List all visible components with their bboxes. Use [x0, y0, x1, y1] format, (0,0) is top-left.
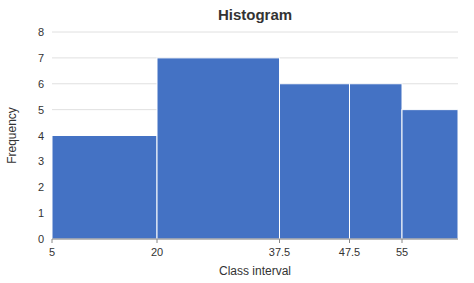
histogram-bar — [402, 110, 458, 239]
histogram-bar — [157, 58, 280, 239]
x-tick — [279, 239, 280, 243]
chart-svg: 0 1 2 3 4 5 6 7 8 5 20 37.5 47.5 55 Histogram Class int… — [0, 0, 474, 283]
y-tick-label: 3 — [38, 155, 44, 167]
x-tick-label: 37.5 — [269, 246, 290, 258]
chart-title: Histogram — [218, 6, 292, 23]
y-tick-label: 4 — [38, 130, 44, 142]
x-tick — [52, 239, 53, 243]
y-tick-label: 7 — [38, 52, 44, 64]
x-tick — [157, 239, 158, 243]
x-tick-label: 47.5 — [339, 246, 360, 258]
x-axis: 5 20 37.5 47.5 55 — [49, 239, 458, 258]
y-tick-label: 1 — [38, 207, 44, 219]
histogram-bar — [350, 84, 403, 239]
y-tick-label: 0 — [38, 233, 44, 245]
grid-line — [52, 32, 458, 33]
y-tick-label: 5 — [38, 104, 44, 116]
x-tick — [402, 239, 403, 243]
y-tick-label: 6 — [38, 78, 44, 90]
x-tick-label: 5 — [49, 246, 55, 258]
y-tick-label: 2 — [38, 181, 44, 193]
y-axis: 0 1 2 3 4 5 6 7 8 — [38, 26, 44, 245]
x-tick-label: 20 — [151, 246, 163, 258]
y-axis-label: Frequency — [5, 107, 19, 164]
histogram-bar — [280, 84, 350, 239]
x-axis-line — [52, 239, 458, 240]
histogram-bar — [52, 136, 157, 240]
grid — [52, 32, 458, 239]
grid-line — [52, 239, 458, 240]
y-tick-label: 8 — [38, 26, 44, 38]
x-tick — [349, 239, 350, 243]
x-axis-label: Class interval — [219, 264, 291, 278]
x-tick-label: 55 — [396, 246, 408, 258]
bars — [52, 58, 458, 239]
chart-container: 0 1 2 3 4 5 6 7 8 5 20 37.5 47.5 55 Histogram Class int… — [0, 0, 474, 283]
